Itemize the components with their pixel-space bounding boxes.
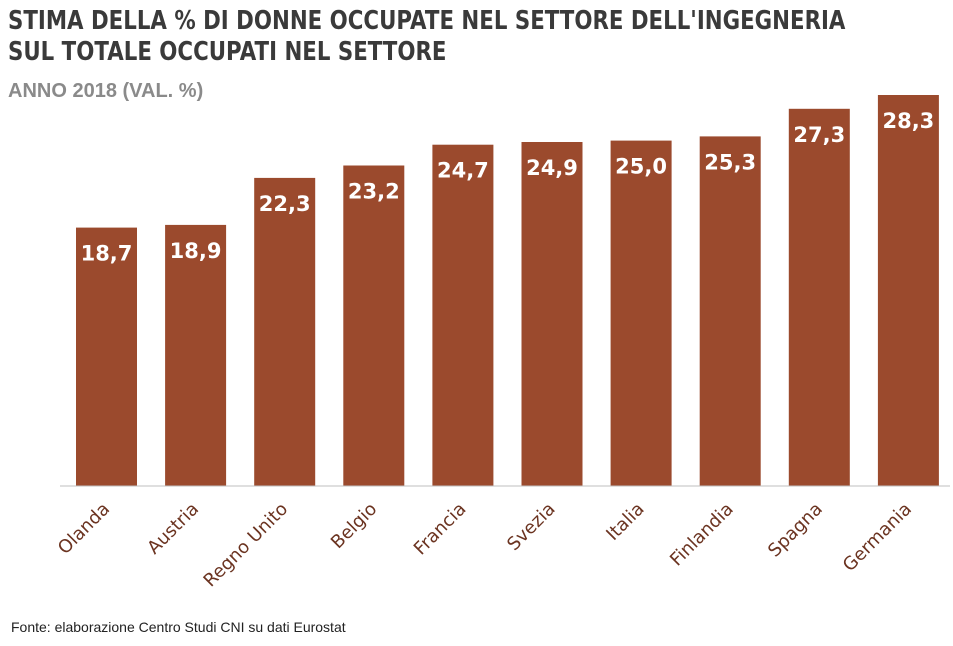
- bar-germania: [877, 95, 939, 486]
- value-label: 28,3: [882, 109, 934, 133]
- bar-belgio: [343, 165, 405, 486]
- source-note: Fonte: elaborazione Centro Studi CNI su …: [11, 619, 346, 635]
- value-label: 24,9: [526, 156, 578, 180]
- bar-finlandia: [699, 136, 761, 486]
- value-label: 18,9: [170, 239, 222, 263]
- chart-title-line-2: SUL TOTALE OCCUPATI NEL SETTORE: [8, 37, 447, 67]
- bar-italia: [610, 140, 672, 486]
- category-label: Germania: [839, 499, 916, 576]
- bar-svezia: [521, 142, 583, 486]
- category-label: Olanda: [54, 499, 114, 559]
- category-label: Regno Unito: [200, 499, 293, 592]
- category-label: Italia: [602, 499, 648, 545]
- value-label: 27,3: [793, 123, 845, 147]
- bar-regno-unito: [254, 177, 316, 486]
- bar-francia: [432, 144, 494, 486]
- value-label: 23,2: [348, 180, 400, 204]
- bar-austria: [165, 224, 227, 486]
- bars-group: [76, 95, 939, 487]
- value-label: 25,0: [615, 155, 667, 179]
- value-label: 24,7: [437, 159, 489, 183]
- category-label: Austria: [143, 499, 203, 559]
- value-label: 22,3: [259, 192, 311, 216]
- value-label: 25,3: [704, 150, 756, 174]
- chart-title: STIMA DELLA % DI DONNE OCCUPATE NEL SETT…: [8, 6, 845, 68]
- bar-spagna: [788, 108, 850, 487]
- chart-title-line-1: STIMA DELLA % DI DONNE OCCUPATE NEL SETT…: [8, 6, 846, 36]
- category-label: Francia: [410, 499, 471, 560]
- bar-olanda: [76, 227, 137, 486]
- chart-subtitle: ANNO 2018 (VAL. %): [8, 80, 204, 102]
- category-label: Spagna: [764, 499, 827, 562]
- value-labels-group: 18,7 18,9 22,3 23,2 24,7 24,9 25,0 25,3 27,3 28,3: [81, 109, 935, 266]
- category-label: Finlandia: [666, 499, 738, 571]
- category-label: Svezia: [503, 499, 559, 555]
- value-label: 18,7: [81, 242, 133, 266]
- category-label: Belgio: [327, 499, 381, 553]
